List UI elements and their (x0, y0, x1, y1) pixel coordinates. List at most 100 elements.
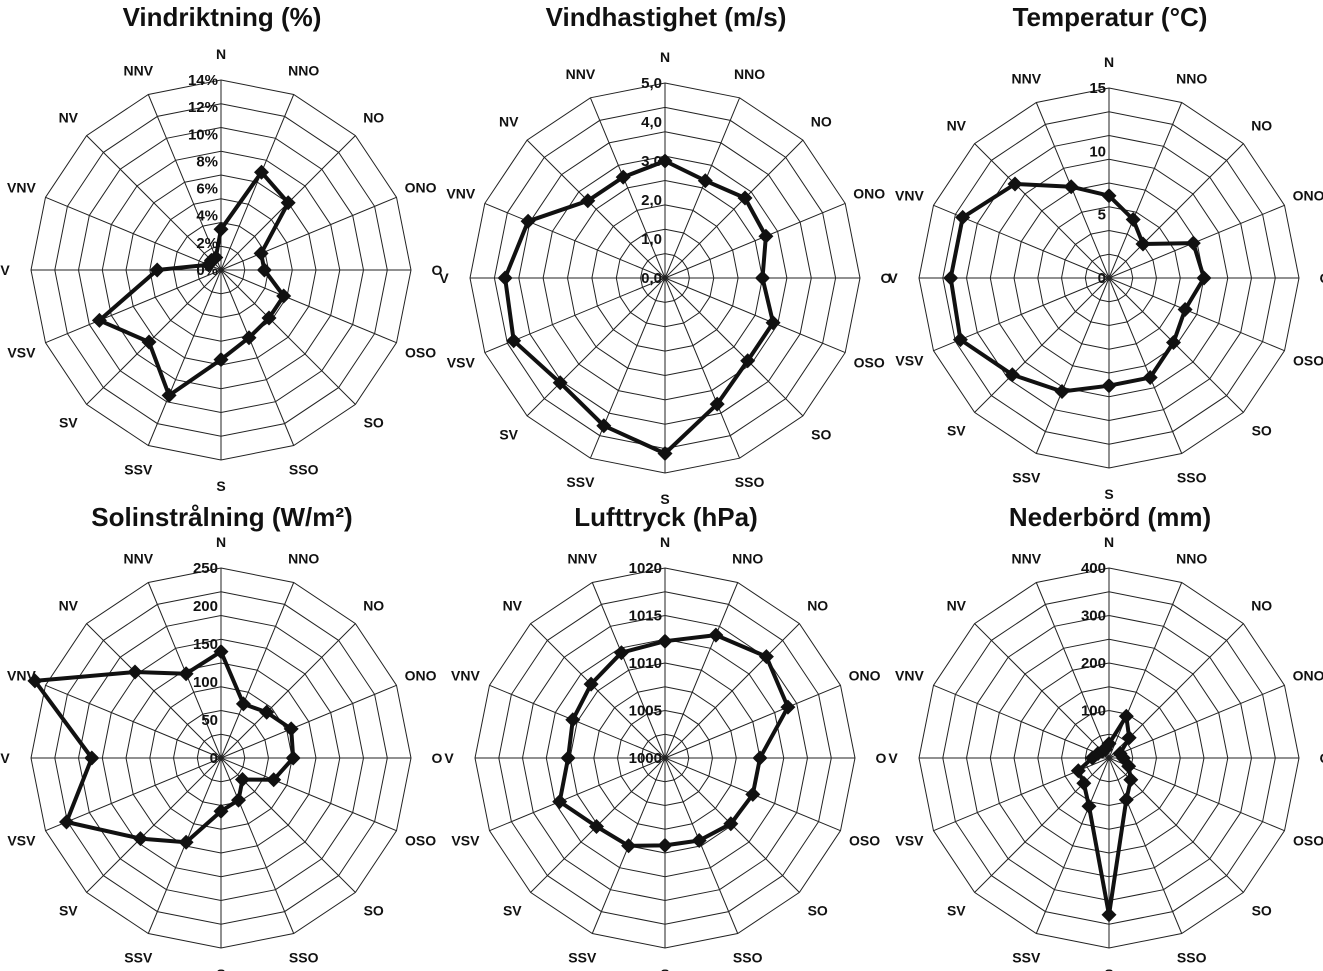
data-point-sv (1004, 367, 1020, 383)
data-point-no (737, 190, 753, 206)
grid-spoke (220, 269, 356, 405)
radar-chart-2: N NNO NO ONO O OSO SO SSO S SSV SV VSV V VNV NV NNV 0 5 10… (888, 54, 1323, 502)
grid-spoke (1108, 277, 1285, 352)
direction-label-ssv: SSV (1012, 950, 1041, 966)
tick-label: 10% (188, 126, 218, 143)
data-point-sso (231, 792, 246, 808)
grid-spoke (220, 582, 295, 759)
data-point-vsv (91, 312, 107, 328)
grid-spoke (974, 277, 1110, 413)
tick-label: 2% (196, 235, 218, 252)
direction-label-so: SO (811, 426, 831, 442)
series-line (97, 170, 291, 398)
grid-spoke (220, 757, 295, 934)
direction-label-no: NO (807, 597, 828, 613)
series-line (503, 159, 776, 456)
direction-label-vsv: VSV (7, 345, 36, 361)
direction-label-nno: NNO (1176, 550, 1207, 566)
chart-title-wind-direction: Vindriktning (%) (122, 2, 322, 32)
tick-label: 1020 (629, 560, 662, 577)
data-point-ono (253, 245, 269, 261)
direction-label-no: NO (811, 114, 832, 130)
data-point-nnv (613, 645, 629, 661)
data-point-nno (235, 696, 251, 712)
direction-label-no: NO (363, 109, 384, 125)
data-point-no (259, 704, 275, 720)
direction-label-ssv: SSV (1012, 470, 1041, 486)
tick-label: 1000 (629, 750, 662, 767)
data-point-nno (708, 627, 724, 643)
grid-spoke (1108, 757, 1183, 934)
data-point-n (213, 221, 229, 237)
data-point-nv (580, 193, 596, 209)
direction-label-nno: NNO (734, 66, 765, 82)
direction-label-nno: NNO (732, 550, 763, 566)
grid-spoke (86, 135, 222, 271)
tick-label: 250 (193, 560, 218, 577)
data-point-s (1101, 378, 1117, 394)
direction-label-nnv: NNV (124, 550, 154, 566)
direction-label-o: O (432, 750, 443, 766)
direction-label-so: SO (364, 903, 384, 919)
direction-label-nno: NNO (288, 550, 319, 566)
direction-label-n: N (216, 534, 226, 550)
data-point-ssv (1054, 384, 1070, 399)
data-point-o (256, 262, 272, 278)
grid-spoke (220, 94, 295, 271)
chart-title-temperature: Temperatur (°C) (1012, 2, 1208, 32)
data-point-vsv (59, 814, 74, 830)
direction-label-s: S (660, 966, 669, 971)
grid-spoke (530, 623, 666, 759)
data-point-so (261, 310, 277, 326)
tick-label: 200 (1081, 655, 1106, 672)
tick-label: 300 (1081, 608, 1106, 625)
tick-label: 8% (196, 153, 218, 170)
direction-label-ono: ONO (853, 185, 885, 201)
data-point-sso (241, 330, 257, 346)
direction-label-oso: OSO (405, 345, 436, 361)
data-point-so (1166, 335, 1181, 350)
data-point-sso (1118, 792, 1134, 808)
data-point-ono (283, 721, 299, 737)
series-line (32, 649, 296, 845)
grid-spoke (1035, 582, 1110, 759)
tick-label: 100 (193, 674, 218, 691)
grid-spoke (591, 582, 666, 759)
data-point-sv (589, 819, 604, 834)
direction-label-nno: NNO (1176, 70, 1207, 86)
data-point-vnv (955, 209, 971, 225)
data-point-oso (745, 786, 761, 802)
grid-spoke (1108, 684, 1285, 759)
direction-label-oso: OSO (854, 355, 885, 371)
grid-spoke (484, 202, 666, 279)
direction-label-v: V (0, 750, 10, 766)
direction-label-oso: OSO (1293, 833, 1323, 849)
data-point-no (758, 649, 774, 665)
grid-spoke (86, 269, 222, 405)
data-point-oso (1177, 302, 1193, 317)
tick-label: 0 (1098, 270, 1106, 287)
data-point-vnv (27, 673, 43, 689)
grid-spoke (489, 757, 666, 832)
direction-label-o: O (881, 270, 892, 286)
data-point-no (1135, 236, 1151, 252)
tick-label: 1015 (629, 608, 662, 625)
direction-label-o: O (1320, 750, 1323, 766)
data-point-vsv (552, 794, 568, 810)
data-point-sv (132, 831, 148, 847)
direction-label-ssv: SSV (566, 474, 595, 490)
direction-label-ssv: SSV (568, 950, 597, 966)
tick-label: 150 (193, 636, 218, 653)
grid-spoke (220, 196, 397, 271)
grid-spoke (526, 277, 666, 417)
direction-label-vsv: VSV (895, 353, 924, 369)
direction-label-s: S (660, 491, 669, 507)
direction-label-vsv: VSV (895, 833, 924, 849)
direction-label-nv: NV (499, 114, 519, 130)
tick-label: 10 (1089, 143, 1106, 160)
direction-label-vsv: VSV (451, 833, 480, 849)
grid-spoke (664, 97, 741, 279)
data-point-vnv (565, 712, 581, 728)
